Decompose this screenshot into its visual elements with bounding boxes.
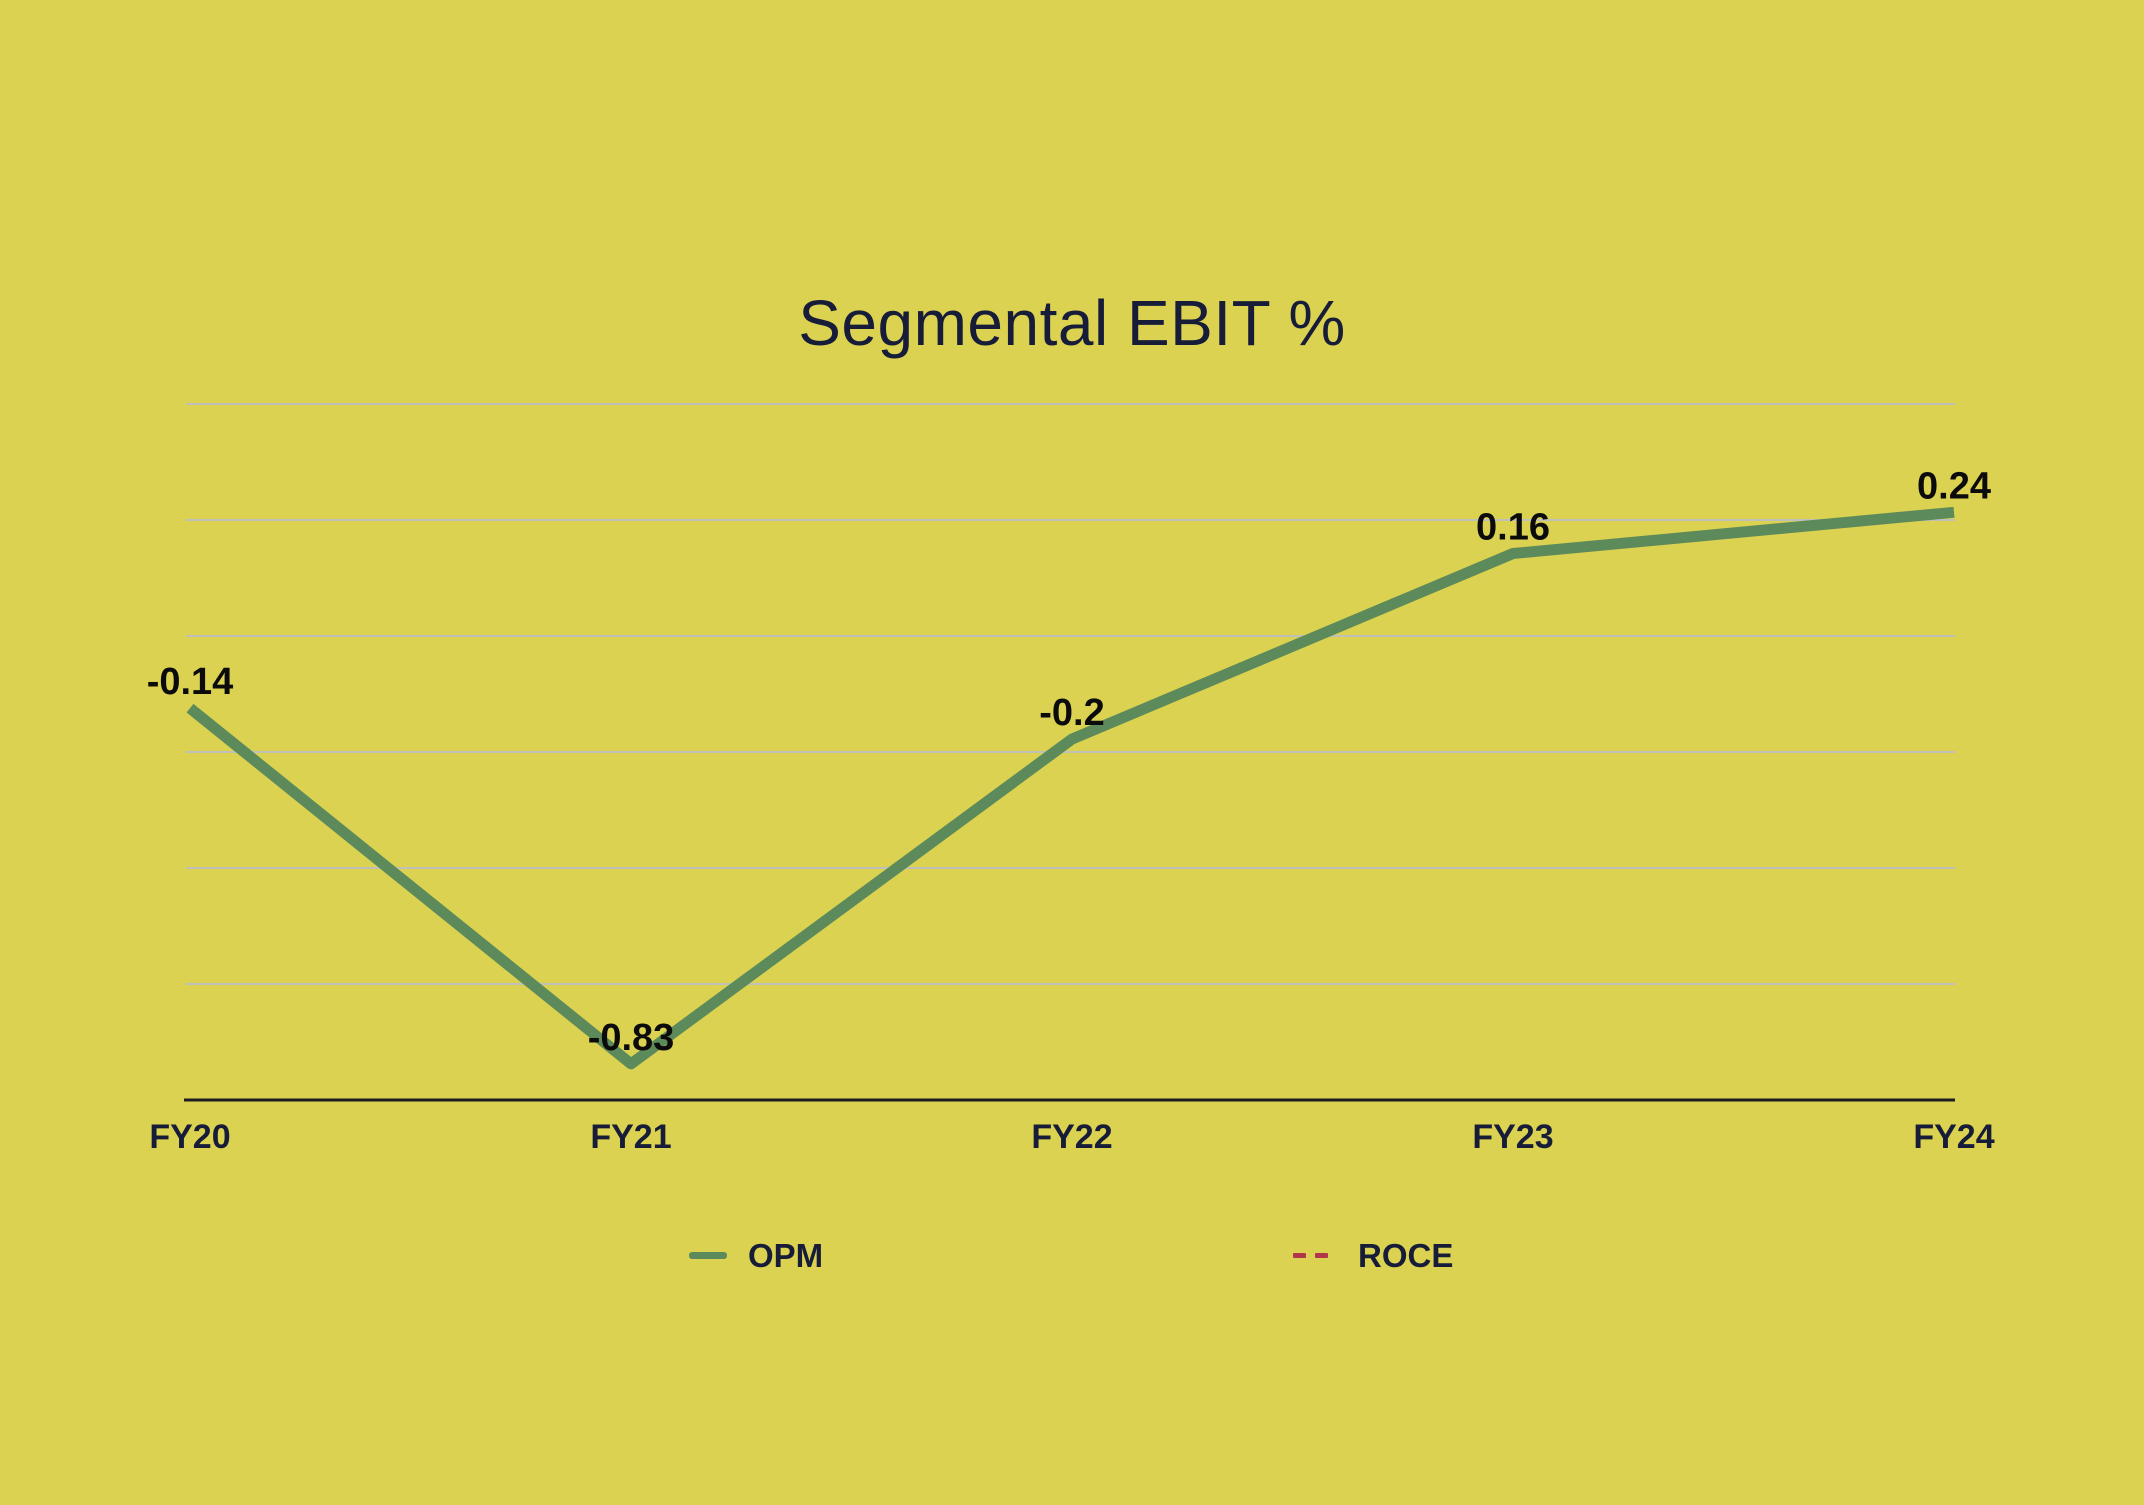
- opm-line: [186, 506, 1955, 1070]
- x-axis-label: FY21: [590, 1118, 671, 1156]
- legend-item-roce[interactable]: ROCE: [1293, 1233, 1453, 1277]
- legend: OPM ROCE: [0, 1233, 2144, 1277]
- legend-label-roce: ROCE: [1358, 1236, 1454, 1274]
- legend-item-opm[interactable]: OPM: [689, 1233, 823, 1277]
- x-axis-label: FY20: [149, 1118, 230, 1156]
- x-axis-label: FY24: [1913, 1118, 1994, 1156]
- legend-label-opm: OPM: [748, 1236, 824, 1274]
- data-label: 0.24: [1917, 465, 1991, 507]
- x-axis-label: FY23: [1472, 1118, 1553, 1156]
- opm-line-swatch-icon: [689, 1251, 727, 1259]
- data-label: -0.83: [588, 1017, 675, 1059]
- data-label: -0.2: [1039, 692, 1104, 734]
- data-label: -0.14: [147, 661, 234, 703]
- x-axis-label: FY22: [1031, 1118, 1112, 1156]
- data-label: 0.16: [1476, 507, 1550, 549]
- chart-title: Segmental EBIT %: [798, 287, 1346, 359]
- roce-dash-swatch-icon: [1293, 1252, 1328, 1258]
